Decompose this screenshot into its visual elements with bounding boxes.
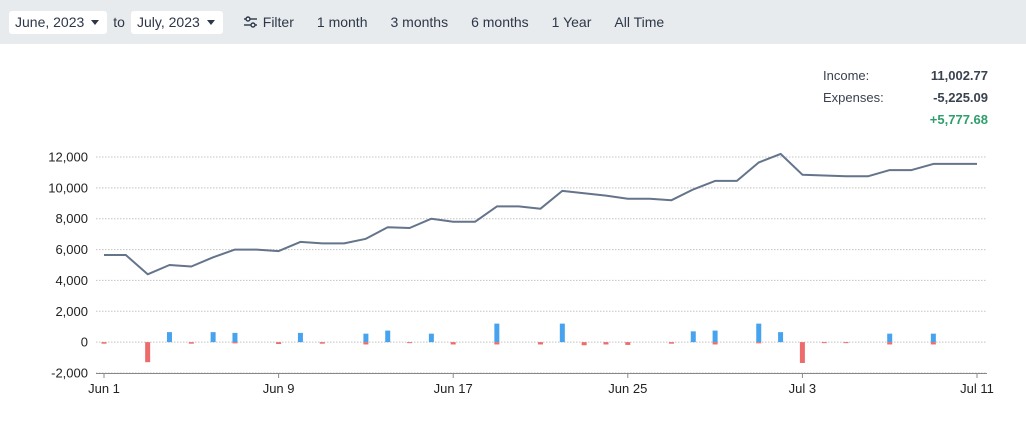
expense-bar [930,342,936,345]
x-tick-label: Jun 1 [88,381,120,396]
range-3-months-button[interactable]: 3 months [390,14,448,30]
start-date-select[interactable]: June, 2023 [9,10,108,34]
expense-bar [603,342,609,345]
sliders-icon [243,16,257,28]
range-label: 1 month [316,14,368,30]
expense-bar [887,342,893,345]
expense-bar [843,342,849,344]
expense-bar [538,342,543,345]
expense-bar [319,342,325,344]
expense-bar [145,342,151,363]
net-value: +5,777.68 [929,111,988,127]
x-tick-label: Jun 9 [263,381,295,396]
filter-label: Filter [262,14,294,30]
income-value: 11,002.77 [930,67,988,83]
income-bar [494,323,500,343]
expense-bar [407,342,413,344]
expenses-label: Expenses: [823,89,884,105]
end-date-label: July, 2023 [136,14,200,30]
income-bar [712,330,718,343]
y-tick-label: 12,000 [48,150,88,165]
expense-bar [668,342,674,344]
income-bar [778,332,784,343]
expense-bar [188,342,194,344]
income-bar [428,333,434,343]
income-bar [297,332,303,343]
y-tick-label: 10,000 [48,180,88,195]
expense-bar [821,342,827,344]
expense-bar [101,342,107,344]
y-tick-label: -2,000 [51,366,88,381]
range-label: All Time [614,14,665,30]
range-label: 6 months [471,14,529,30]
balance-line [104,152,977,276]
income-bar [887,333,893,343]
expense-bar [799,342,805,363]
expense-bar [625,342,631,345]
expense-bar [494,342,500,345]
range-all-time-button[interactable]: All Time [614,14,664,30]
chevron-down-icon [206,19,215,25]
totals-summary: Income: 11,002.77 Expenses: -5,225.09 +5… [823,64,988,130]
income-row: Income: 11,002.77 [823,64,988,86]
income-bar [166,332,172,343]
balance-chart: -2,000 0 2,000 4,000 6,000 8,000 10,000 12,000 J… [48,150,994,397]
x-tick-label: Jul 3 [789,381,816,396]
expenses-row: Expenses: -5,225.09 [823,86,988,108]
income-bar [690,331,696,343]
expense-bar [756,342,762,344]
x-tick-label: Jun 17 [434,381,473,396]
filter-button[interactable]: Filter [243,14,294,30]
end-date-select[interactable]: July, 2023 [130,10,223,34]
income-bar [930,333,936,343]
y-tick-label: 6,000 [55,242,88,257]
range-1-year-button[interactable]: 1 Year [552,14,592,30]
expense-bar [363,342,369,345]
income-bar [210,332,216,343]
income-bar [559,323,565,343]
income-bar [385,330,391,343]
income-bar [232,332,238,343]
income-bar [756,323,762,343]
expense-bar [276,342,282,344]
expense-bar [232,342,238,344]
y-tick-label: 0 [81,335,88,350]
expense-bar [450,342,456,345]
start-date-label: June, 2023 [15,14,85,30]
expense-bar [712,342,718,345]
chevron-down-icon [91,19,100,25]
to-label: to [113,14,125,30]
expenses-value: -5,225.09 [933,89,988,105]
y-tick-label: 4,000 [55,273,88,288]
date-range-toolbar: June, 2023 to July, 2023 Filter 1 month … [0,0,1026,44]
expense-bar [581,342,587,346]
range-1-month-button[interactable]: 1 month [317,14,368,30]
x-tick-label: Jul 11 [960,381,994,396]
range-label: 1 Year [551,14,592,30]
range-label: 3 months [390,14,449,30]
x-tick-label: Jun 25 [608,381,647,396]
y-tick-label: 2,000 [55,304,88,319]
net-row: +5,777.68 [823,108,988,130]
range-6-months-button[interactable]: 6 months [471,14,529,30]
y-tick-label: 8,000 [55,211,88,226]
income-bar [363,333,369,343]
income-label: Income: [823,67,870,83]
